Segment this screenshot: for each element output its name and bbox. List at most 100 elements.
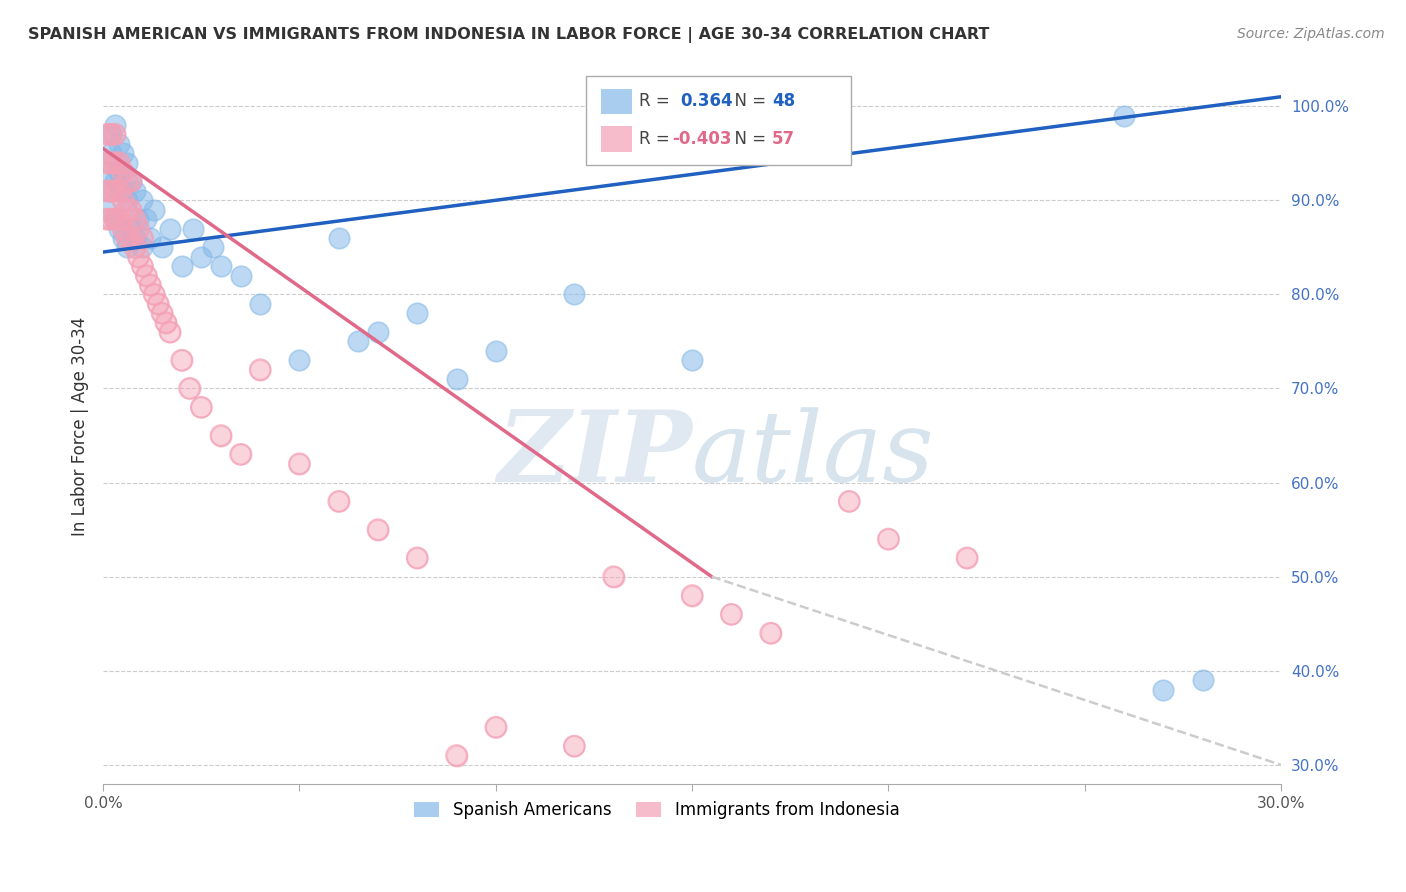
Point bbox=[111, 146, 134, 161]
Point bbox=[170, 353, 193, 368]
Point bbox=[139, 277, 162, 292]
Point bbox=[1191, 673, 1213, 688]
Point bbox=[108, 184, 131, 198]
Point bbox=[159, 325, 181, 339]
Point bbox=[120, 174, 142, 188]
Point bbox=[838, 494, 860, 508]
Point bbox=[229, 447, 252, 461]
Point bbox=[720, 607, 742, 622]
Point bbox=[143, 287, 166, 301]
Point bbox=[108, 155, 131, 169]
Point bbox=[115, 174, 138, 188]
Point bbox=[328, 231, 350, 245]
Point bbox=[249, 362, 271, 376]
Point bbox=[485, 720, 508, 734]
Point bbox=[96, 128, 118, 142]
Point bbox=[681, 589, 703, 603]
Point bbox=[681, 353, 703, 368]
Point bbox=[367, 523, 389, 537]
Point bbox=[111, 221, 134, 235]
Point bbox=[104, 212, 127, 227]
Point bbox=[124, 184, 146, 198]
Point bbox=[288, 457, 311, 471]
Text: N =: N = bbox=[724, 93, 772, 111]
Point bbox=[100, 128, 122, 142]
Point bbox=[446, 748, 468, 763]
Point bbox=[135, 268, 157, 283]
Point bbox=[115, 194, 138, 208]
Point bbox=[100, 184, 122, 198]
Point bbox=[100, 155, 122, 169]
Legend: Spanish Americans, Immigrants from Indonesia: Spanish Americans, Immigrants from Indon… bbox=[408, 794, 905, 825]
Point bbox=[150, 306, 173, 320]
Point bbox=[135, 268, 157, 283]
Point bbox=[108, 155, 131, 169]
Point bbox=[96, 165, 118, 179]
Point bbox=[115, 155, 138, 169]
Point bbox=[143, 202, 166, 217]
Text: atlas: atlas bbox=[692, 407, 935, 502]
Point bbox=[406, 550, 429, 565]
Point bbox=[120, 202, 142, 217]
Point bbox=[602, 570, 624, 584]
Point bbox=[139, 277, 162, 292]
Point bbox=[159, 325, 181, 339]
Point bbox=[150, 306, 173, 320]
Point bbox=[124, 240, 146, 254]
Point bbox=[179, 382, 201, 396]
Point bbox=[111, 194, 134, 208]
Point bbox=[100, 212, 122, 227]
Point bbox=[115, 202, 138, 217]
Point bbox=[100, 146, 122, 161]
Point bbox=[120, 202, 142, 217]
Point bbox=[681, 589, 703, 603]
Point bbox=[347, 334, 370, 349]
Point bbox=[120, 231, 142, 245]
Point bbox=[96, 155, 118, 169]
Point bbox=[96, 155, 118, 169]
Point bbox=[485, 720, 508, 734]
Point bbox=[96, 128, 118, 142]
Point bbox=[108, 136, 131, 151]
Point bbox=[146, 297, 169, 311]
Point bbox=[111, 231, 134, 245]
Point bbox=[155, 316, 177, 330]
Text: 57: 57 bbox=[772, 130, 796, 148]
Point bbox=[720, 607, 742, 622]
Point bbox=[100, 184, 122, 198]
FancyBboxPatch shape bbox=[602, 127, 633, 153]
Text: ZIP: ZIP bbox=[498, 407, 692, 503]
Point bbox=[288, 457, 311, 471]
Point bbox=[759, 626, 782, 640]
Point bbox=[111, 184, 134, 198]
Point bbox=[446, 748, 468, 763]
Point bbox=[111, 194, 134, 208]
Text: N =: N = bbox=[724, 130, 772, 148]
Point bbox=[143, 287, 166, 301]
Point bbox=[328, 494, 350, 508]
Point bbox=[170, 353, 193, 368]
Point bbox=[104, 184, 127, 198]
Point bbox=[1152, 682, 1174, 697]
Point bbox=[115, 174, 138, 188]
Text: R =: R = bbox=[640, 93, 675, 111]
Text: Source: ZipAtlas.com: Source: ZipAtlas.com bbox=[1237, 27, 1385, 41]
Point bbox=[111, 221, 134, 235]
Point bbox=[96, 202, 118, 217]
Point bbox=[159, 221, 181, 235]
Point bbox=[108, 184, 131, 198]
Point bbox=[104, 184, 127, 198]
Point bbox=[127, 212, 149, 227]
Point bbox=[100, 128, 122, 142]
Point bbox=[146, 297, 169, 311]
Point bbox=[877, 532, 900, 546]
Point bbox=[111, 165, 134, 179]
Point bbox=[124, 240, 146, 254]
Point bbox=[229, 447, 252, 461]
Point bbox=[111, 165, 134, 179]
Y-axis label: In Labor Force | Age 30-34: In Labor Force | Age 30-34 bbox=[72, 317, 89, 536]
Point bbox=[127, 250, 149, 264]
Point bbox=[100, 212, 122, 227]
Point bbox=[131, 194, 153, 208]
Point bbox=[759, 626, 782, 640]
